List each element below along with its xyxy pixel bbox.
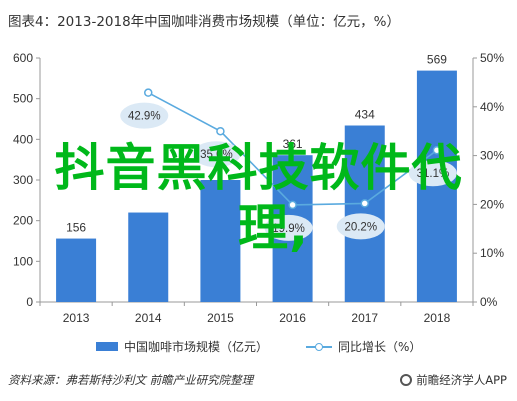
y-right-tick-label: 30% <box>480 149 504 163</box>
growth-label-bubble <box>264 214 313 241</box>
y-right-tick-label: 40% <box>480 100 504 114</box>
x-tick-label: 2017 <box>351 311 378 325</box>
y-left-tick-label: 200 <box>13 214 33 228</box>
bar <box>416 70 457 303</box>
bar-value-label: 156 <box>66 221 86 235</box>
legend-line-label: 同比增长（%） <box>338 340 422 354</box>
legend-item-bar: 中国咖啡市场规模（亿元） <box>96 338 268 355</box>
x-tick-label: 2014 <box>135 311 162 325</box>
combo-chart: 0 100 200 300 400 500 600 0% 10% 20% 30% 40% 50% 2013… <box>13 51 504 325</box>
y-left-tick-label: 100 <box>13 254 33 268</box>
brand-label: 前瞻经济学人APP <box>416 373 507 387</box>
growth-value-label: 35.0% <box>200 149 233 161</box>
x-tick-label: 2013 <box>63 311 90 325</box>
x-tick-label: 2016 <box>279 311 306 325</box>
growth-label-bubble <box>408 160 457 187</box>
x-tick-label: 2018 <box>424 311 451 325</box>
legend-item-line: 同比增长（%） <box>306 338 421 355</box>
growth-label-bubble <box>336 213 385 240</box>
bar <box>128 212 169 302</box>
x-tick-label: 2015 <box>207 311 234 325</box>
growth-value-label: 42.9% <box>128 111 161 123</box>
growth-label-bubble <box>120 102 169 129</box>
brand-mark: 前瞻经济学人APP <box>400 372 507 388</box>
bar-value-label: 434 <box>355 108 375 122</box>
growth-point <box>360 199 369 208</box>
bar-value-label: 569 <box>427 53 447 67</box>
y-right-tick-label: 50% <box>480 51 504 65</box>
brand-logo-icon <box>400 374 413 386</box>
bar <box>200 180 241 302</box>
growth-point <box>144 88 153 97</box>
y-left-tick-label: 300 <box>13 173 33 187</box>
growth-label-bubble <box>192 141 241 168</box>
y-right-tick-label: 10% <box>480 246 504 260</box>
y-right-tick-label: 20% <box>480 197 504 211</box>
legend-bar-label: 中国咖啡市场规模（亿元） <box>124 340 269 354</box>
growth-value-label: 20.2% <box>344 221 377 233</box>
bar-value-label: 361 <box>283 137 303 151</box>
growth-point <box>216 126 225 136</box>
growth-point <box>288 200 297 210</box>
bar <box>56 238 97 302</box>
source-note: 资料来源：弗若斯特沙利文 前瞻产业研究院整理 <box>8 373 254 387</box>
y-left-tick-label: 500 <box>13 92 33 106</box>
y-left-tick-label: 600 <box>13 51 33 65</box>
y-right-tick-label: 0% <box>480 295 498 309</box>
y-left-tick-label: 0 <box>26 295 33 309</box>
chart-title: 图表4：2013-2018年中国咖啡消费市场规模（单位：亿元，%） <box>8 14 401 30</box>
y-left-tick-label: 400 <box>13 132 33 146</box>
legend-bar-swatch <box>96 342 118 351</box>
growth-value-label: 31.1% <box>417 168 450 180</box>
growth-point <box>432 145 442 155</box>
growth-value-label: 19.9% <box>272 223 305 235</box>
legend-line-swatch <box>306 341 332 353</box>
chart-legend: 中国咖啡市场规模（亿元） 同比增长（%） <box>0 338 517 358</box>
